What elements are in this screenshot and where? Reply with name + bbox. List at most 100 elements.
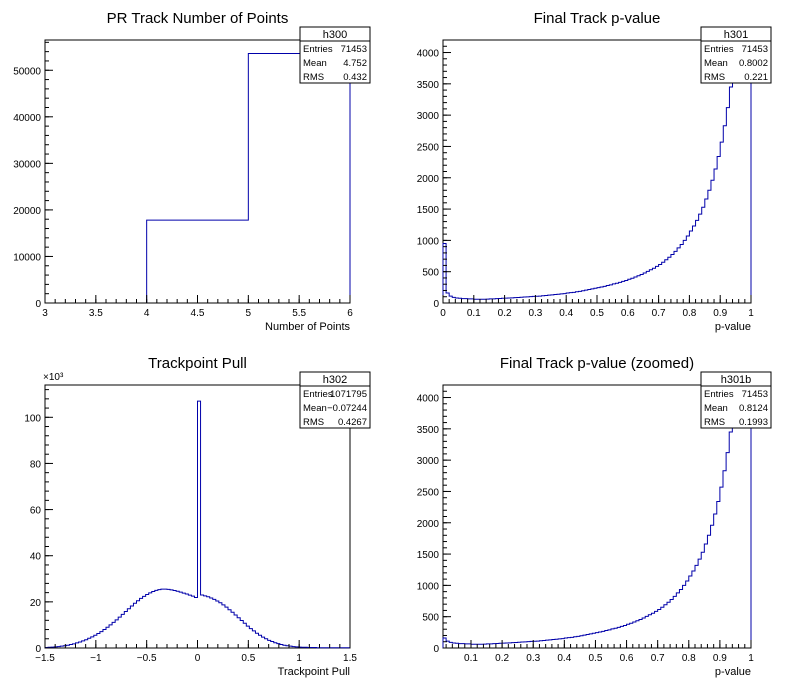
stats-label: RMS bbox=[303, 72, 324, 83]
y-tick-label: 1000 bbox=[417, 581, 440, 592]
stats-value: 71453 bbox=[742, 389, 768, 400]
x-tick-label: 0 bbox=[195, 653, 201, 664]
stats-value: 0.1993 bbox=[739, 417, 768, 428]
y-tick-label: 500 bbox=[422, 613, 439, 624]
y-tick-label: 2000 bbox=[417, 519, 440, 530]
stats-box-frame bbox=[700, 371, 772, 429]
x-tick-label: −1 bbox=[90, 653, 102, 664]
x-tick-label: 0.9 bbox=[713, 308, 727, 319]
y-tick-label: 100 bbox=[24, 413, 41, 424]
x-axis-title: Trackpoint Pull bbox=[278, 666, 350, 678]
y-tick-label: 2000 bbox=[417, 174, 440, 185]
x-tick-label: 0.2 bbox=[498, 308, 512, 319]
stats-label: RMS bbox=[704, 72, 725, 83]
histogram-series bbox=[442, 422, 752, 648]
y-tick-label: 80 bbox=[30, 459, 42, 470]
stats-box: h300 Entries 71453 Mean 4.752 RMS 0.432 bbox=[299, 26, 371, 84]
x-tick-label: 4 bbox=[144, 308, 150, 319]
y-tick-label: 3500 bbox=[417, 425, 440, 436]
x-tick-label: 0.5 bbox=[588, 653, 602, 664]
stats-value: 0.8002 bbox=[739, 58, 768, 69]
x-tick-label: 0.2 bbox=[495, 653, 509, 664]
y-tick-label: 20000 bbox=[13, 206, 41, 217]
stats-name: h301b bbox=[721, 374, 752, 386]
stats-label: Mean bbox=[303, 403, 327, 414]
y-tick-label: 3000 bbox=[417, 111, 440, 122]
histogram-panel-2: Trackpoint Pull −1.5 −1 −0.5 0 0.5 1 1.5 0 20 40 60… bbox=[24, 355, 371, 678]
y-tick-label: 0 bbox=[433, 644, 439, 655]
stats-name: h302 bbox=[323, 374, 347, 386]
x-tick-label: 0.5 bbox=[241, 653, 255, 664]
stats-value: 0.432 bbox=[343, 72, 367, 83]
y-tick-label: 4000 bbox=[417, 49, 440, 60]
stats-label: RMS bbox=[704, 417, 725, 428]
stats-label: Entries bbox=[303, 389, 333, 400]
x-tick-label: 0.7 bbox=[651, 653, 665, 664]
y-tick-label: 20 bbox=[30, 598, 42, 609]
histogram-panel-0: PR Track Number of Points 3 3.5 4 4.5 5 5.5 6 0 1… bbox=[13, 10, 371, 333]
x-tick-label: 0.3 bbox=[528, 308, 542, 319]
y-tick-label: 10000 bbox=[13, 252, 41, 263]
y-tick-label: 2500 bbox=[417, 142, 440, 153]
x-tick-label: 0.1 bbox=[464, 653, 478, 664]
stats-label: Entries bbox=[704, 44, 734, 55]
y-tick-label: 40000 bbox=[13, 113, 41, 124]
y-tick-label: 500 bbox=[422, 268, 439, 279]
x-axis-title: p-value bbox=[715, 666, 751, 678]
stats-value: −0.07244 bbox=[327, 403, 367, 414]
x-tick-label: 5 bbox=[246, 308, 252, 319]
stats-box: h301b Entries 71453 Mean 0.8124 RMS 0.1993 bbox=[700, 371, 772, 429]
x-tick-label: 4.5 bbox=[191, 308, 205, 319]
stats-name: h301 bbox=[724, 29, 748, 41]
y-tick-label: 1500 bbox=[417, 205, 440, 216]
y-tick-label: 3000 bbox=[417, 456, 440, 467]
x-tick-label: 0.6 bbox=[621, 308, 635, 319]
histogram-panel-1: Final Track p-value 0 0.1 0.2 0.3 0.4 0.5 0.6 0.… bbox=[417, 10, 772, 333]
stats-value: 0.8124 bbox=[739, 403, 768, 414]
y-exponent-label: ×10³ bbox=[43, 372, 64, 383]
x-tick-label: 0.8 bbox=[682, 308, 696, 319]
stats-value: 71453 bbox=[742, 44, 768, 55]
chart-title: Final Track p-value bbox=[534, 10, 661, 27]
stats-label: RMS bbox=[303, 417, 324, 428]
x-tick-label: −0.5 bbox=[137, 653, 157, 664]
chart-title: Final Track p-value (zoomed) bbox=[500, 355, 694, 372]
x-tick-label: 0.1 bbox=[467, 308, 481, 319]
x-tick-label: 0.7 bbox=[652, 308, 666, 319]
y-tick-label: 2500 bbox=[417, 487, 440, 498]
histogram-series bbox=[146, 52, 351, 303]
x-tick-label: 3.5 bbox=[89, 308, 103, 319]
x-tick-label: 3 bbox=[42, 308, 48, 319]
y-tick-label: 1000 bbox=[417, 236, 440, 247]
stats-value: 0.4267 bbox=[338, 417, 367, 428]
x-tick-label: 0.3 bbox=[526, 653, 540, 664]
x-tick-label: 0.5 bbox=[590, 308, 604, 319]
y-tick-label: 40 bbox=[30, 552, 42, 563]
x-tick-label: −1.5 bbox=[35, 653, 55, 664]
chart-title: Trackpoint Pull bbox=[148, 355, 247, 372]
stats-label: Entries bbox=[704, 389, 734, 400]
stats-box-frame bbox=[299, 371, 371, 429]
histogram-series bbox=[44, 400, 351, 649]
x-tick-label: 0.9 bbox=[713, 653, 727, 664]
x-axis-title: Number of Points bbox=[265, 321, 350, 333]
stats-name: h300 bbox=[323, 29, 347, 41]
stats-box-frame bbox=[700, 26, 772, 84]
stats-box: h301 Entries 71453 Mean 0.8002 RMS 0.221 bbox=[700, 26, 772, 84]
x-tick-label: 1.5 bbox=[343, 653, 357, 664]
y-tick-label: 30000 bbox=[13, 159, 41, 170]
stats-label: Mean bbox=[704, 58, 728, 69]
x-tick-label: 6 bbox=[347, 308, 353, 319]
x-tick-label: 0.4 bbox=[557, 653, 571, 664]
y-tick-label: 0 bbox=[35, 644, 41, 655]
histogram-panel-3: Final Track p-value (zoomed) 0.1 0.2 0.3 0.4… bbox=[417, 355, 772, 678]
y-tick-label: 4000 bbox=[417, 394, 440, 405]
stats-value: 1071795 bbox=[330, 389, 367, 400]
x-tick-label: 0.4 bbox=[559, 308, 573, 319]
x-tick-label: 1 bbox=[748, 308, 754, 319]
y-tick-label: 60 bbox=[30, 506, 42, 517]
stats-label: Mean bbox=[704, 403, 728, 414]
stats-value: 0.221 bbox=[744, 72, 768, 83]
